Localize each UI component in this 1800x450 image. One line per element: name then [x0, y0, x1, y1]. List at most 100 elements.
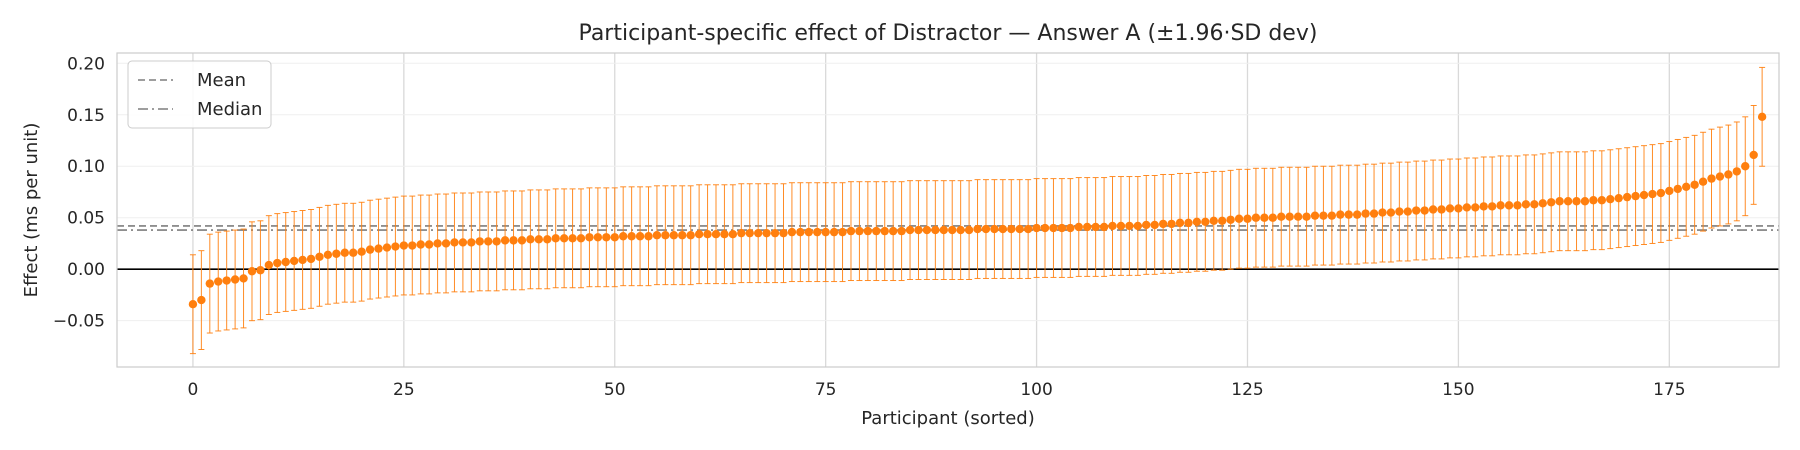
y-tick-label: 0.20 [67, 54, 105, 74]
data-point [1184, 218, 1193, 228]
data-point [1310, 211, 1320, 220]
data-point [374, 244, 383, 253]
data-point [728, 229, 738, 239]
data-point [1217, 216, 1227, 226]
data-point [652, 231, 662, 240]
data-point [821, 227, 830, 237]
data-point [1175, 218, 1185, 228]
data-point [661, 231, 670, 240]
data-point [1007, 224, 1016, 234]
plot-frame [116, 52, 1780, 368]
data-point [787, 227, 797, 237]
y-tick-labels: −0.05 0.00 0.05 0.10 0.15 0.20 [53, 54, 105, 331]
data-point [1631, 191, 1640, 201]
data-point [956, 225, 965, 235]
x-tick-label: 50 [604, 380, 626, 400]
data-point [332, 249, 341, 258]
data-point [770, 228, 780, 238]
data-point [855, 226, 864, 236]
data-point [737, 228, 746, 238]
y-tick-label: 0.15 [67, 106, 105, 126]
data-point [1622, 192, 1632, 202]
data-point [1361, 209, 1370, 218]
data-point [1158, 219, 1168, 229]
data-point [230, 275, 240, 284]
data-point [1369, 209, 1379, 218]
data-point [1268, 213, 1278, 222]
data-point [1715, 172, 1725, 181]
data-point [1555, 197, 1564, 206]
data-point [1530, 200, 1539, 209]
data-point [315, 252, 324, 262]
data-point [720, 229, 729, 239]
data-point [1167, 219, 1176, 229]
data-point [289, 256, 299, 266]
data-point [1724, 170, 1733, 179]
data-point [408, 241, 417, 250]
x-tick-label: 0 [188, 380, 199, 400]
data-point [1074, 222, 1083, 232]
data-point [1260, 213, 1269, 222]
data-point [264, 260, 274, 270]
data-point [1454, 204, 1463, 213]
data-point [931, 225, 940, 235]
data-point [1023, 224, 1033, 234]
data-point [256, 266, 265, 275]
data-point [939, 225, 948, 235]
data-point [1243, 214, 1252, 223]
data-point [1049, 223, 1058, 233]
data-point [492, 237, 501, 246]
data-point [669, 231, 679, 240]
data-point [711, 229, 721, 239]
chart-title: Participant-specific effect of Distracto… [579, 21, 1318, 46]
data-point [1749, 150, 1758, 160]
data-point [686, 231, 695, 240]
data-point [1133, 221, 1143, 231]
data-point [1673, 184, 1682, 194]
data-point [922, 225, 932, 235]
data-point [1293, 212, 1303, 221]
y-tick-label: −0.05 [53, 312, 105, 332]
data-point [1015, 224, 1024, 234]
data-point [796, 227, 805, 237]
data-point [1445, 204, 1455, 213]
data-point [973, 224, 982, 234]
data-point [1032, 223, 1041, 233]
legend-median-label: Median [197, 99, 262, 120]
data-point [433, 239, 442, 248]
data-point [1487, 202, 1497, 211]
y-tick-label: 0.10 [67, 157, 105, 177]
data-point [1614, 193, 1623, 203]
data-point [694, 229, 704, 239]
data-point [1201, 217, 1210, 227]
data-point [1757, 112, 1767, 122]
data-point [593, 233, 603, 242]
data-point [1521, 200, 1531, 209]
data-point [1639, 190, 1649, 200]
data-point [610, 233, 619, 242]
data-point [1681, 182, 1691, 192]
data-point [1352, 210, 1362, 219]
data-point [1386, 208, 1396, 217]
data-point [576, 234, 586, 243]
data-point [1192, 217, 1202, 227]
data-point [1707, 174, 1716, 183]
data-point [399, 241, 409, 250]
data-point [1496, 201, 1505, 210]
x-tick-label: 25 [393, 380, 415, 400]
data-point [863, 226, 873, 236]
data-point [1420, 206, 1429, 215]
data-point [762, 228, 771, 238]
data-point [391, 242, 400, 251]
data-point [905, 225, 915, 235]
data-point [1563, 197, 1573, 206]
data-point [1150, 220, 1159, 230]
data-point [1378, 208, 1387, 217]
data-point [247, 267, 257, 276]
data-point [838, 227, 847, 237]
data-point [1656, 188, 1666, 198]
data-point [205, 279, 215, 288]
data-point [458, 238, 468, 247]
data-point [526, 235, 535, 244]
